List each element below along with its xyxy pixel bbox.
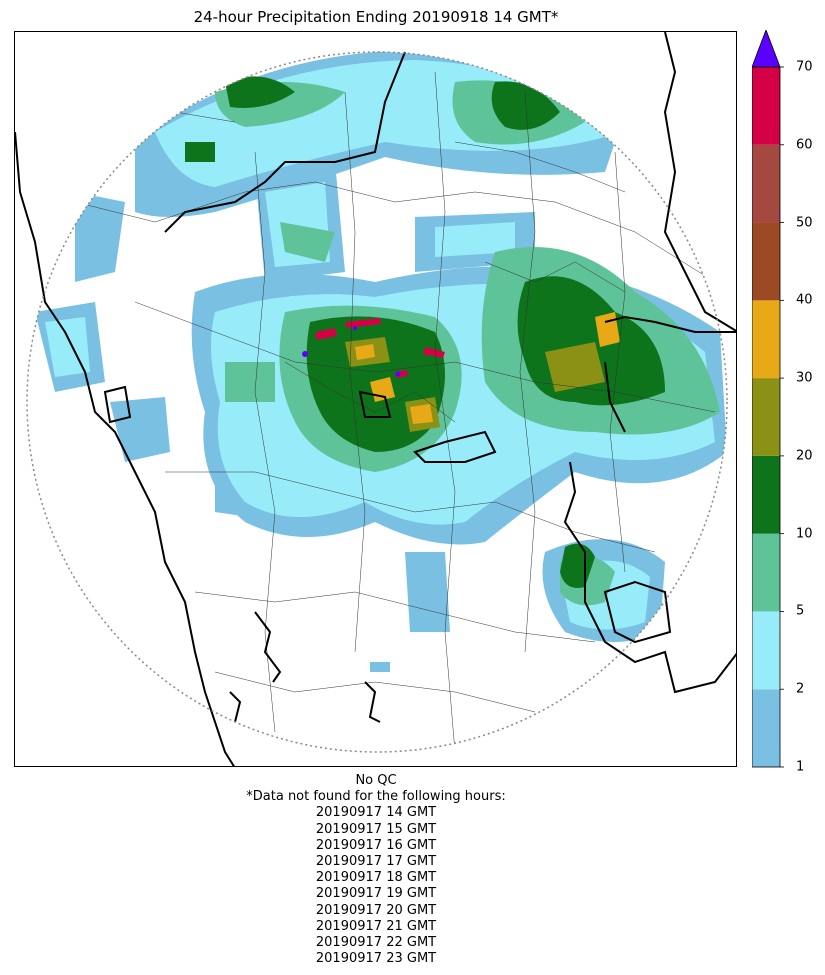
map-title: 24-hour Precipitation Ending 20190918 14… (193, 8, 559, 26)
colorbar-bin-1-2 (752, 689, 780, 767)
precip-bin-30-40mm (355, 312, 620, 424)
qc-note: No QC (355, 773, 397, 788)
precipitation-field (35, 52, 727, 752)
colorbar-bin-10-20 (752, 455, 780, 534)
colorbar-bin-2-5 (752, 611, 780, 690)
colorbar-tick-label: 20 (796, 448, 813, 464)
missing-hour-0: 20190917 14 GMT (315, 805, 437, 821)
colorbar-tick-label: 70 (796, 59, 813, 75)
missing-hour-6: 20190917 20 GMT (315, 902, 437, 918)
missing-hour-2: 20190917 16 GMT (315, 837, 437, 853)
footnote: No QC *Data not found for the following … (0, 773, 752, 967)
colorbar-bin-5-10 (752, 533, 780, 612)
missing-hour-9: 20190917 23 GMT (315, 951, 437, 967)
colorbar-tick-label: 60 (796, 137, 813, 153)
colorbar-bin-40-50 (752, 222, 780, 301)
colorbar-tick-label: 2 (796, 681, 805, 697)
colorbar-tick-label: 10 (796, 526, 813, 542)
colorbar-overflow-arrow (752, 30, 781, 68)
radar-range-ring (26, 51, 728, 753)
colorbar-tick-label: 1 (796, 759, 805, 775)
colorbar-tick-label: 5 (796, 603, 805, 619)
colorbar-tick-label: 50 (796, 215, 813, 231)
missing-data-header: *Data not found for the following hours: (246, 789, 506, 805)
radar-map (14, 31, 737, 767)
country-boundaries (15, 32, 736, 766)
missing-hour-8: 20190917 22 GMT (315, 935, 437, 951)
missing-hour-1: 20190917 15 GMT (315, 821, 437, 837)
colorbar-bin-30-40 (752, 300, 780, 379)
colorbar-tick-label: 30 (796, 370, 813, 386)
missing-hour-4: 20190917 18 GMT (315, 870, 437, 886)
missing-hour-5: 20190917 19 GMT (315, 886, 437, 902)
missing-hour-7: 20190917 21 GMT (315, 918, 437, 934)
colorbar-bin-60-70 (752, 67, 780, 145)
colorbar-bin-20-30 (752, 378, 780, 456)
precipitation-map-canvas (15, 32, 736, 766)
colorbar-tick-label: 40 (796, 292, 813, 308)
colorbar-bin-50-60 (752, 144, 780, 223)
precipitation-colorbar (752, 30, 784, 768)
colorbar-outline (752, 66, 781, 768)
missing-hour-3: 20190917 17 GMT (315, 854, 437, 870)
